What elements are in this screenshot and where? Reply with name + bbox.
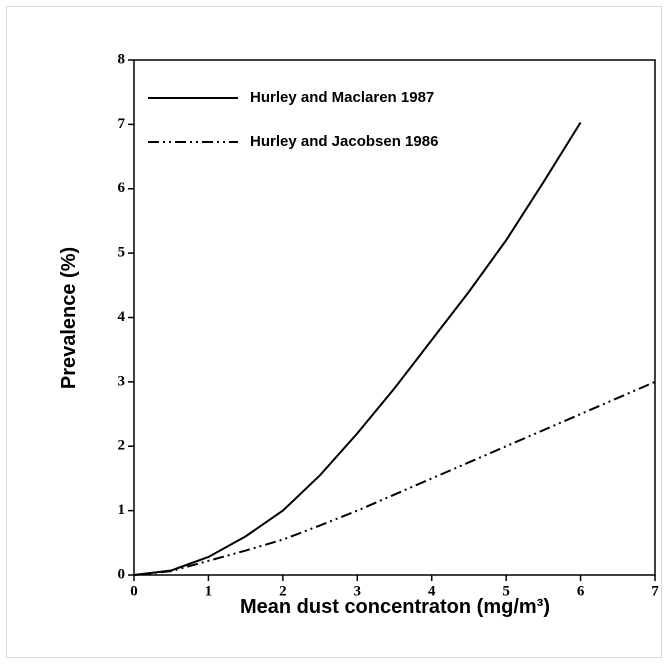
y-tick-label: 5 [118, 245, 126, 261]
y-tick-label: 7 [118, 116, 126, 132]
y-tick-label: 2 [118, 438, 126, 454]
data-line [133, 121, 582, 576]
data-line [133, 380, 656, 576]
y-tick-label: 3 [118, 373, 126, 389]
x-axis-label: Mean dust concentraton (mg/m³) [240, 596, 550, 618]
x-tick-label: 4 [428, 583, 436, 599]
legend-label: Hurley and Maclaren 1987 [250, 89, 434, 106]
y-tick-label: 1 [118, 502, 126, 518]
frame [6, 6, 662, 658]
y-tick-label: 6 [118, 180, 126, 196]
y-axis-label: Prevalence (%) [58, 247, 80, 389]
x-tick-label: 5 [502, 583, 510, 599]
legend-label: Hurley and Jacobsen 1986 [250, 133, 438, 150]
x-tick-label: 3 [354, 583, 362, 599]
x-tick-label: 6 [577, 583, 585, 599]
x-tick-label: 1 [205, 583, 213, 599]
x-tick-label: 7 [651, 583, 659, 599]
y-tick-label: 0 [118, 566, 126, 582]
y-tick-label: 4 [118, 309, 126, 325]
x-tick-label: 2 [279, 583, 287, 599]
x-tick-label: 0 [130, 583, 138, 599]
y-tick-label: 8 [118, 51, 126, 67]
